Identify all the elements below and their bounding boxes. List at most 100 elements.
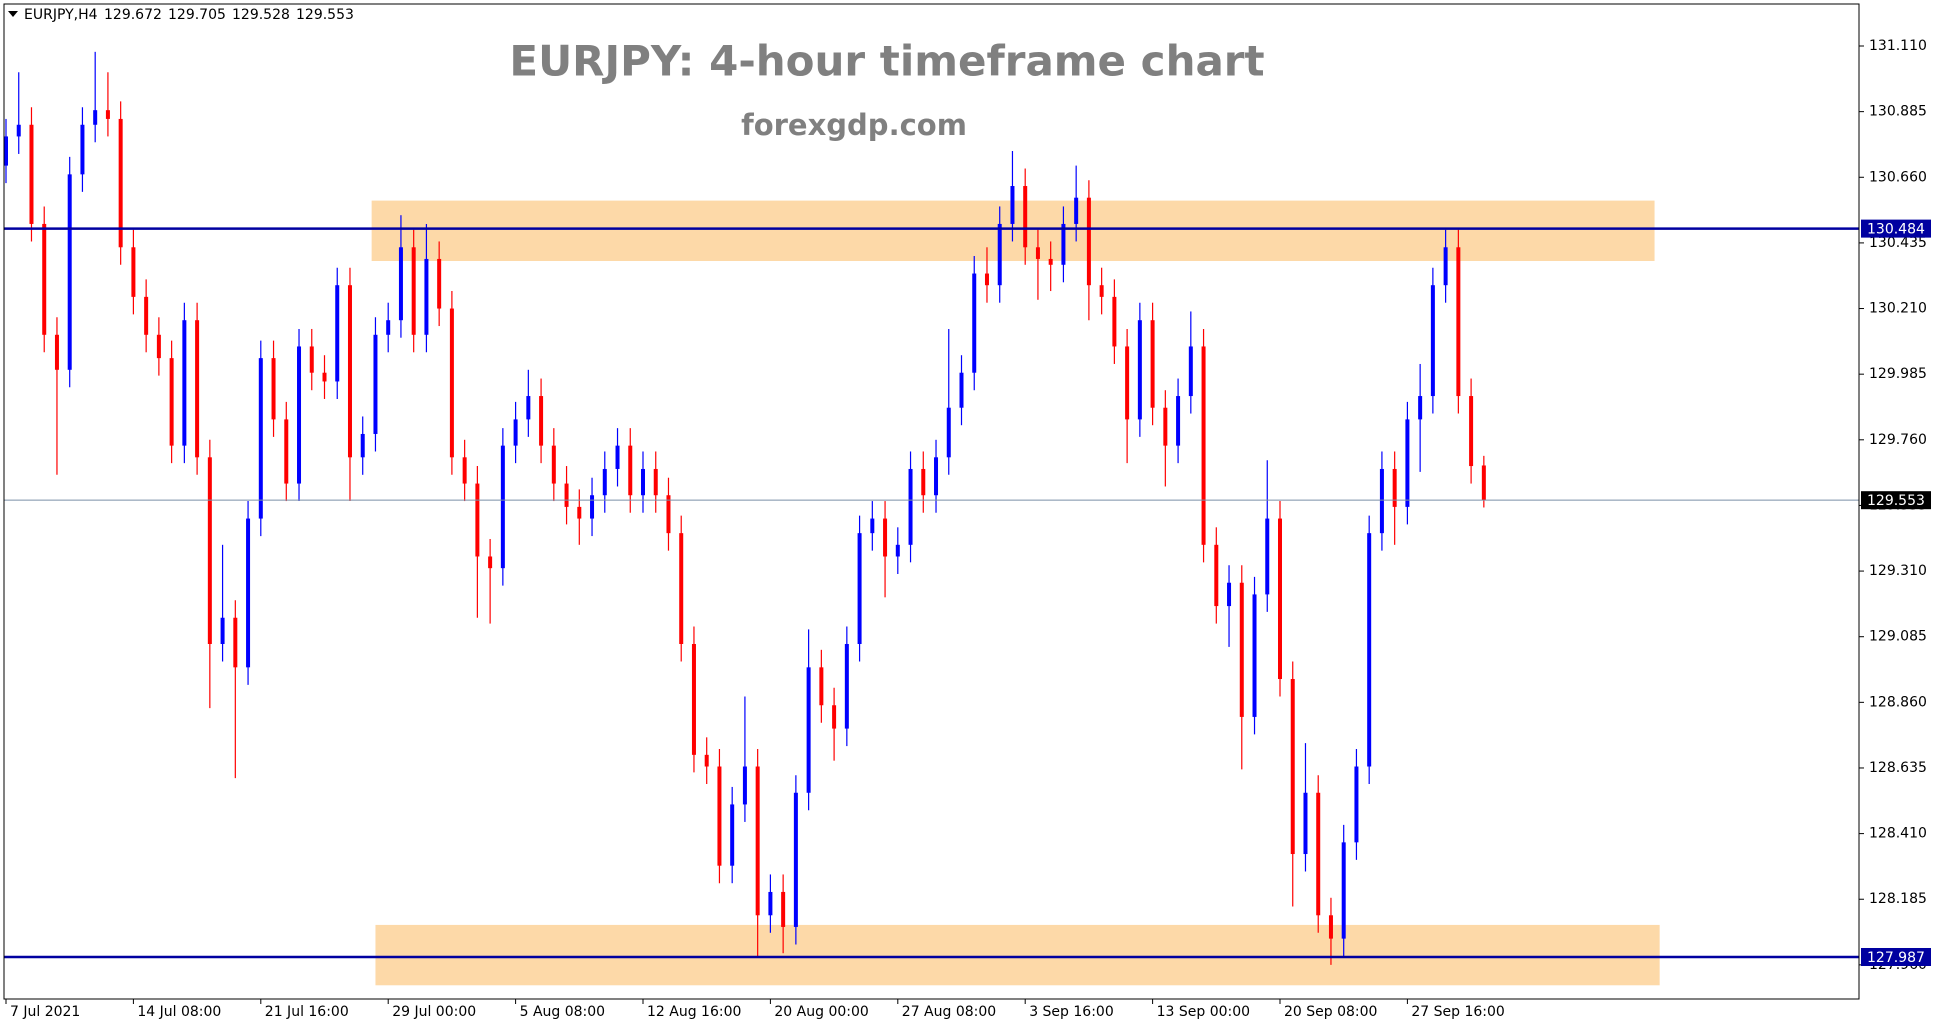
- candle-body: [1112, 296, 1117, 347]
- x-tick-label: 13 Sep 00:00: [1157, 1004, 1250, 1020]
- candle-body: [360, 433, 365, 458]
- header-low: 129.528: [232, 7, 290, 23]
- candle-body: [806, 667, 811, 793]
- candle-body: [704, 754, 709, 767]
- x-tick-label: 29 Jul 00:00: [392, 1004, 476, 1020]
- x-tick-label: 27 Aug 08:00: [902, 1004, 996, 1020]
- price-label-box: [1861, 491, 1931, 510]
- candle-body: [908, 468, 913, 545]
- candle-body: [156, 334, 161, 359]
- candle-body: [16, 124, 21, 137]
- menu-arrow[interactable]: [8, 11, 18, 17]
- candle-body: [93, 110, 98, 125]
- candle-body: [1188, 346, 1193, 397]
- candle-body: [437, 258, 442, 309]
- candle-body: [997, 223, 1002, 286]
- candle-body: [1328, 915, 1333, 939]
- candle-body: [424, 258, 429, 335]
- candle-body: [449, 308, 454, 458]
- candle-body: [628, 445, 633, 496]
- candle-body: [1354, 766, 1359, 843]
- x-tick-label: 12 Aug 16:00: [647, 1004, 741, 1020]
- x-tick-label: 7 Jul 2021: [10, 1004, 80, 1020]
- candle-body: [271, 358, 276, 420]
- candle-body: [29, 124, 34, 224]
- candle-body: [577, 506, 582, 519]
- candle-body: [1061, 223, 1066, 265]
- x-tick-label: 27 Sep 16:00: [1411, 1004, 1504, 1020]
- x-tick-label: 20 Sep 08:00: [1284, 1004, 1377, 1020]
- candle-body: [1418, 396, 1423, 420]
- candle-body: [793, 792, 798, 927]
- candle-body: [42, 223, 47, 335]
- candle-body: [195, 320, 200, 458]
- candle-body: [80, 124, 85, 175]
- y-tick-label: 130.435: [1869, 235, 1927, 251]
- candle-body: [67, 174, 72, 370]
- candle-body: [373, 334, 378, 434]
- candle-body: [182, 320, 187, 446]
- y-tick-label: 129.760: [1869, 432, 1927, 448]
- candle-body: [526, 396, 531, 420]
- candle-body: [755, 766, 760, 916]
- candle-body: [309, 346, 314, 373]
- candle-body: [1316, 792, 1321, 916]
- candle-body: [475, 483, 480, 557]
- chart-title: EURJPY: 4-hour timeframe chart: [509, 37, 1264, 86]
- candle-body: [1392, 468, 1397, 507]
- candle-body: [590, 495, 595, 519]
- candle-body: [730, 804, 735, 866]
- candle-body: [462, 457, 467, 484]
- y-tick-label: 128.635: [1869, 760, 1927, 776]
- candle-body: [54, 334, 59, 370]
- candle-body: [921, 468, 926, 496]
- candle-body: [959, 372, 964, 408]
- price-label: 129.553: [1867, 493, 1925, 509]
- candle-body: [934, 457, 939, 496]
- candle-body: [258, 358, 263, 519]
- x-tick-label: 3 Sep 16:00: [1029, 1004, 1114, 1020]
- candle-body: [233, 617, 238, 668]
- candle-body: [1469, 396, 1474, 467]
- candle-body: [1303, 792, 1308, 855]
- chart-subtitle: forexgdp.com: [741, 108, 967, 142]
- candle-body: [1341, 842, 1346, 939]
- plot-layer: [4, 51, 1859, 986]
- candle-body: [883, 518, 888, 557]
- candle-body: [641, 468, 645, 496]
- price-label-box: [1861, 947, 1931, 966]
- candle-body: [679, 533, 684, 644]
- y-tick-label: 128.860: [1869, 694, 1927, 710]
- symbol: EURJPY,H4: [24, 7, 98, 23]
- header-close: 129.553: [296, 7, 354, 23]
- candle-body: [220, 617, 225, 644]
- candle-body: [857, 533, 862, 644]
- candle-body: [513, 419, 518, 446]
- candle-body: [322, 372, 327, 382]
- candle-body: [946, 407, 951, 458]
- y-tick-label: 130.660: [1869, 169, 1927, 185]
- x-tick-label: 14 Jul 08:00: [137, 1004, 221, 1020]
- candle-body: [1074, 197, 1079, 224]
- candle-body: [1201, 346, 1206, 545]
- candle-body: [131, 247, 136, 297]
- candle-body: [1086, 197, 1091, 286]
- candle-body: [4, 136, 8, 166]
- candle-body: [246, 518, 251, 668]
- candle-body: [1481, 465, 1486, 501]
- candle-body: [1290, 679, 1295, 855]
- candle-body: [539, 396, 544, 446]
- x-tick-label: 20 Aug 00:00: [774, 1004, 868, 1020]
- header-high: 129.705: [168, 7, 226, 23]
- candle-body: [1125, 346, 1130, 420]
- candle-body: [1035, 247, 1040, 259]
- candle-body: [564, 483, 569, 507]
- candle-body: [984, 273, 989, 286]
- y-tick-label: 128.410: [1869, 826, 1927, 842]
- candle-body: [1239, 582, 1244, 717]
- x-tick-label: 5 Aug 08:00: [520, 1004, 606, 1020]
- candle-body: [615, 445, 620, 469]
- candle-body: [1214, 544, 1219, 607]
- candle-body: [1379, 468, 1384, 534]
